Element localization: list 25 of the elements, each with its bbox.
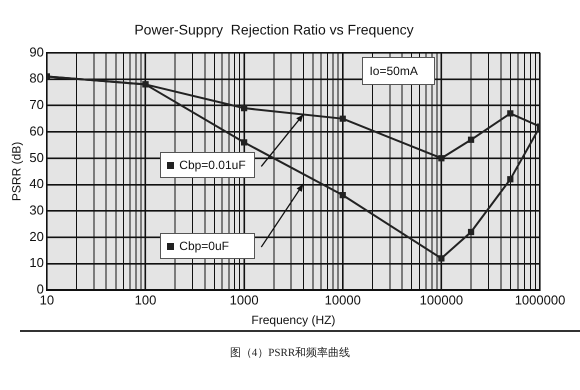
annotation: Io=50mA xyxy=(369,64,418,78)
y-axis-title: PSRR (dB) xyxy=(10,142,24,202)
y-tick-label: 20 xyxy=(29,228,44,244)
legend-label: Cbp=0uF xyxy=(179,239,229,254)
x-tick-label: 100 xyxy=(134,292,156,308)
y-tick-label: 30 xyxy=(29,202,44,218)
label-box: Cbp=0.01uF xyxy=(160,152,256,178)
y-tick-label: 80 xyxy=(29,70,44,86)
y-tick-label: 60 xyxy=(29,123,44,138)
x-tick-label: 100000 xyxy=(420,292,464,308)
legend-label: Cbp=0.01uF xyxy=(179,158,246,172)
y-tick-label: 50 xyxy=(29,150,44,165)
y-tick-label: 40 xyxy=(29,176,44,192)
label-box: Cbp=0uF xyxy=(160,233,256,260)
label-box: Io=50mA xyxy=(362,56,435,85)
y-tick-label: 90 xyxy=(29,44,44,60)
x-tick-label: 10000 xyxy=(324,292,361,308)
text: 图（4）PSRR和频率曲线 xyxy=(228,346,352,360)
y-tick-label: 0 xyxy=(36,282,44,297)
y-tick-label: 70 xyxy=(29,97,44,112)
chart-title: Power-Suppry Rejection Ratio vs Frequency xyxy=(134,21,414,38)
x-tick-label: 1000000 xyxy=(514,292,566,308)
x-tick-label: 1000 xyxy=(230,292,259,308)
y-tick-label: 10 xyxy=(29,255,44,270)
x-axis-title: Frequency (HZ) xyxy=(251,313,336,328)
